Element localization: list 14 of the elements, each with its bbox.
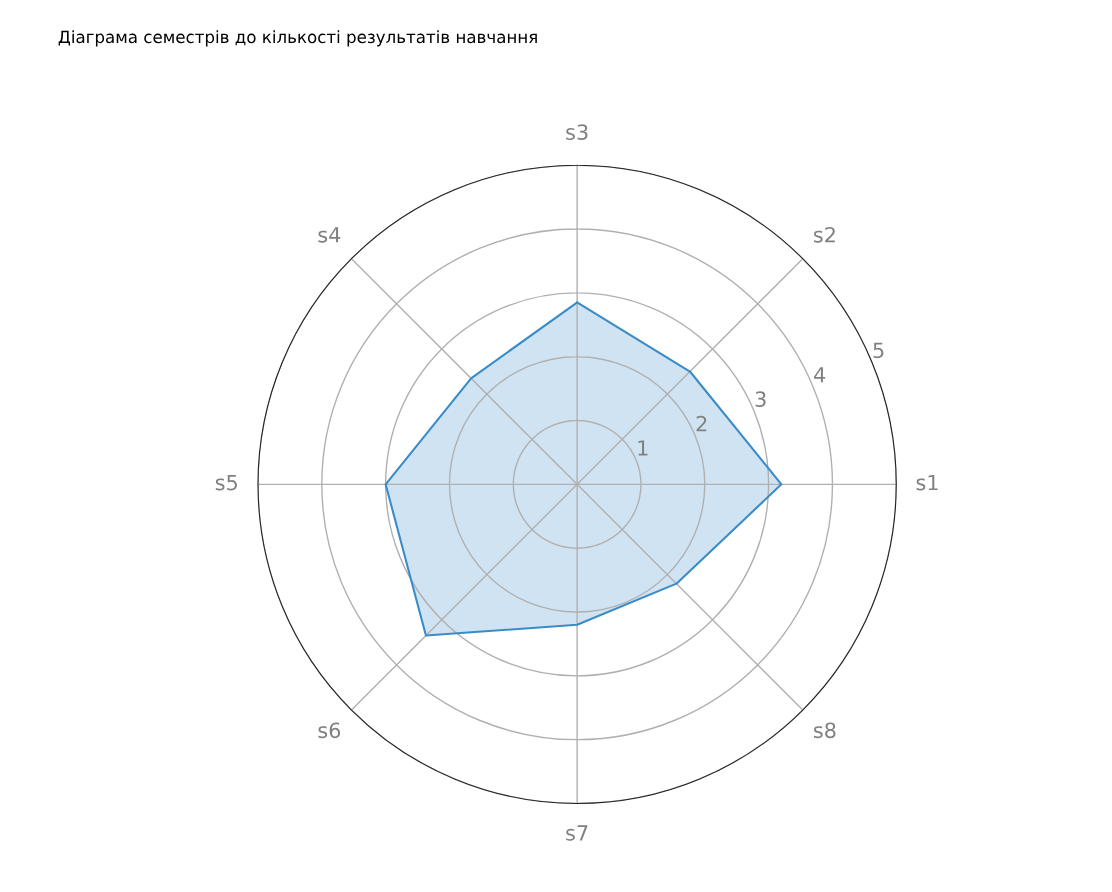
spoke-label: s5 [215, 474, 237, 491]
y-tick-label: 5 [873, 342, 884, 359]
y-tick-label: 3 [755, 391, 766, 408]
spoke-label: s2 [813, 226, 835, 243]
y-tick-label: 1 [638, 440, 648, 456]
spoke-label: s7 [566, 825, 588, 841]
spoke-label: s4 [318, 227, 341, 243]
spoke-label: s1 [916, 474, 938, 491]
chart-title: Діаграма семестрів до кількості результатів навчання [58, 30, 537, 47]
spoke-label: s8 [813, 722, 836, 739]
y-tick-label: 2 [696, 415, 707, 432]
y-tick-label: 4 [814, 367, 826, 383]
spoke-label: s6 [318, 722, 341, 739]
spoke-label: s3 [566, 124, 588, 141]
